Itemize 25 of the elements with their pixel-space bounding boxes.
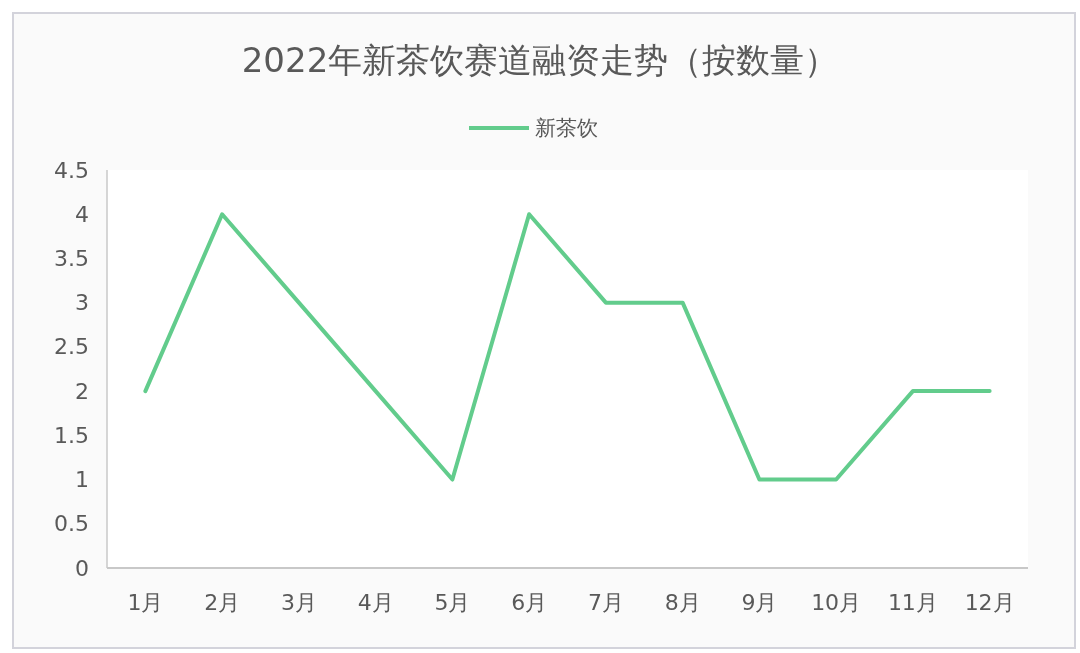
- y-tick-label: 3.5: [54, 245, 89, 271]
- y-tick-label: 3: [75, 290, 89, 316]
- x-tick-label: 5月: [434, 589, 471, 615]
- x-tick-label: 4月: [357, 589, 394, 615]
- y-tick-label: 0: [75, 555, 89, 581]
- chart-title: 2022年新茶饮赛道融资走势（按数量）: [241, 40, 839, 80]
- x-tick-label: 11月: [887, 589, 938, 615]
- x-tick-label: 9月: [741, 589, 778, 615]
- x-tick-label: 7月: [587, 589, 624, 615]
- x-tick-label: 1月: [127, 589, 164, 615]
- x-tick-label: 8月: [664, 589, 701, 615]
- y-tick-label: 1.5: [54, 422, 89, 448]
- x-tick-label: 12月: [964, 589, 1015, 615]
- y-tick-label: 0.5: [54, 511, 89, 537]
- x-tick-label: 3月: [280, 589, 317, 615]
- line-series: [143, 212, 992, 482]
- y-tick-label: 1: [75, 467, 89, 493]
- legend-label: 新茶饮: [535, 116, 598, 140]
- y-tick-label: 4: [75, 201, 89, 227]
- x-tick-label: 6月: [511, 589, 548, 615]
- x-tick-label: 10月: [811, 589, 862, 615]
- y-tick-label: 2: [75, 378, 89, 404]
- y-tick-label: 2.5: [54, 334, 89, 360]
- x-tick-label: 2月: [204, 589, 241, 615]
- y-tick-label: 4.5: [54, 157, 89, 183]
